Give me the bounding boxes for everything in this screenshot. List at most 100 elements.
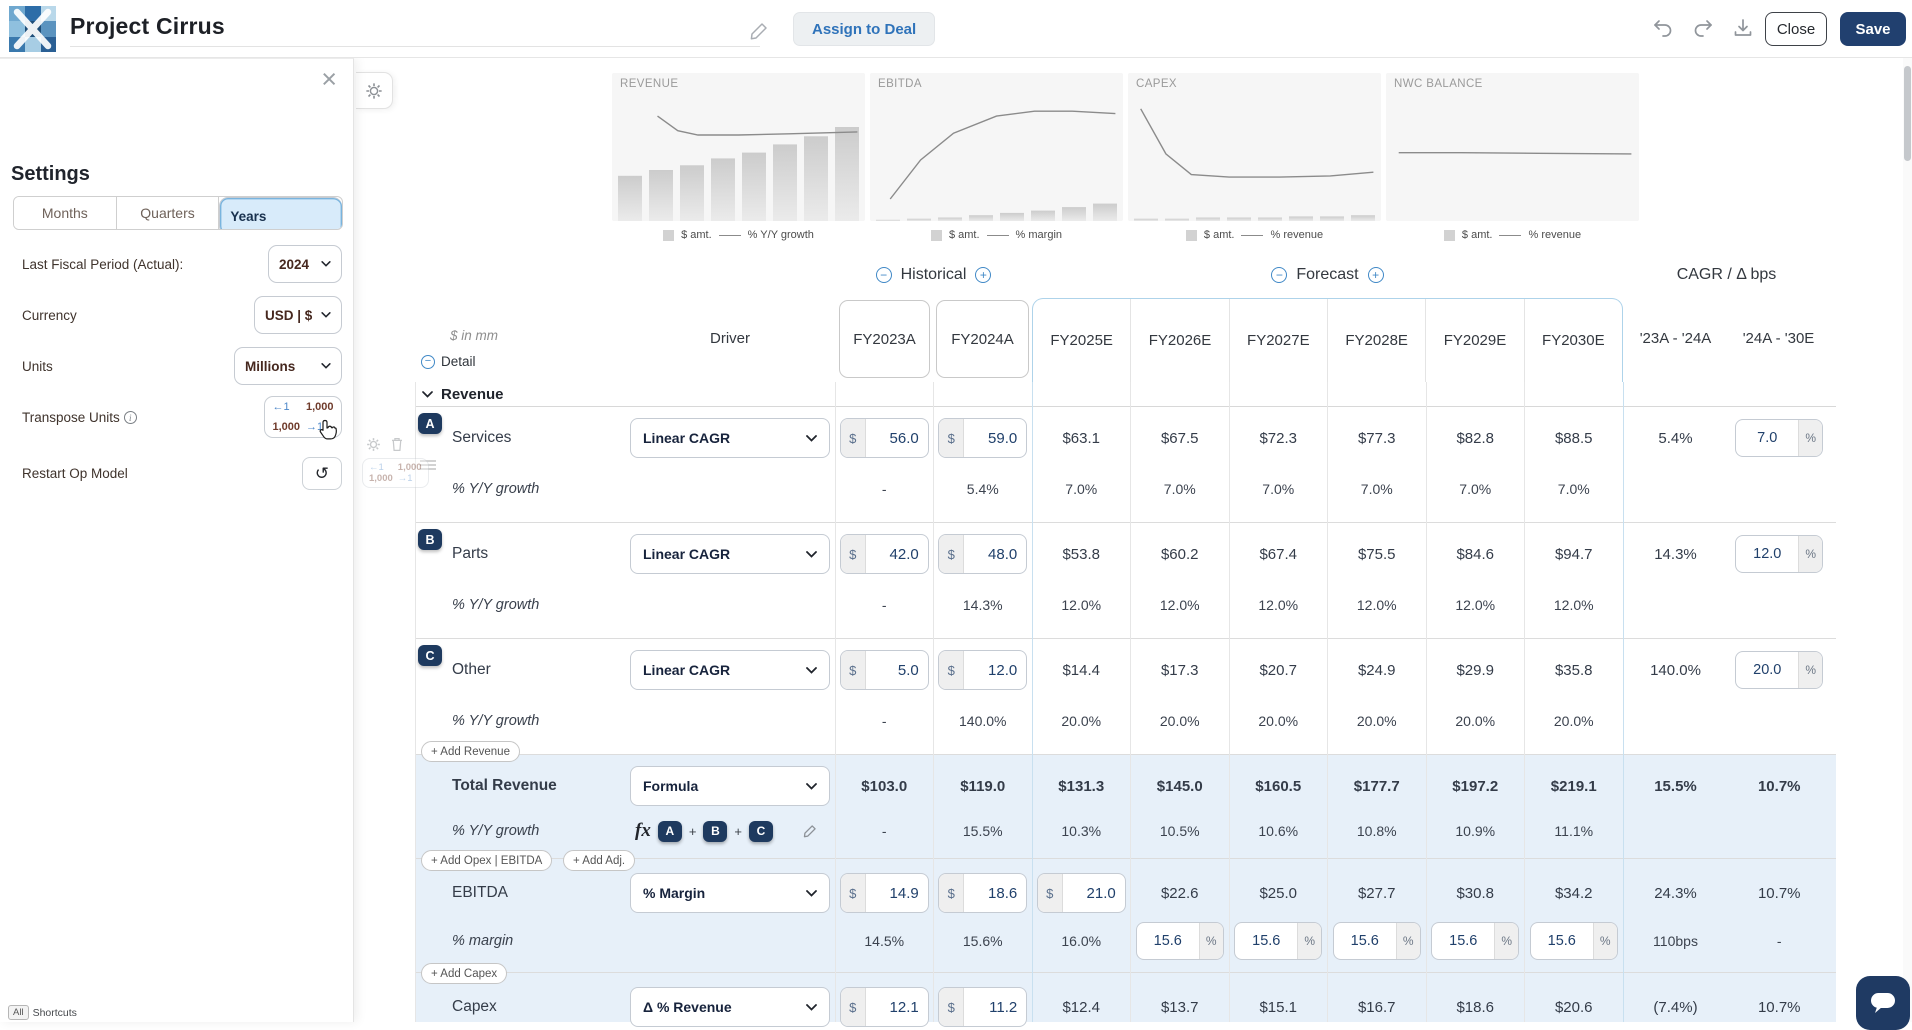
- col-fy2025e[interactable]: FY2025E: [1050, 332, 1113, 349]
- tab-quarters[interactable]: Quarters: [116, 197, 220, 229]
- collapse-historical-icon[interactable]: −: [875, 267, 892, 283]
- historical-value-input[interactable]: $12.1: [839, 987, 929, 1027]
- save-button[interactable]: Save: [1840, 12, 1906, 46]
- col-fy2023a[interactable]: FY2023A: [839, 300, 930, 378]
- formula-editor[interactable]: fx A + B + C: [625, 820, 835, 842]
- cagr-rate-input[interactable]: 12.0%: [1735, 535, 1824, 573]
- growth-label: % Y/Y growth: [452, 481, 540, 497]
- margin-rate-input[interactable]: 15.6%: [1229, 919, 1328, 963]
- margin-rate-input[interactable]: 15.6%: [1131, 919, 1230, 963]
- undo-icon[interactable]: [1650, 15, 1676, 41]
- driver-select[interactable]: Δ % Revenue: [630, 987, 830, 1027]
- close-panel-icon[interactable]: ×: [321, 64, 337, 94]
- margin-rate-input[interactable]: 15.6%: [1525, 919, 1624, 963]
- revenue-section-header[interactable]: Revenue: [415, 382, 1836, 407]
- historical-value-input[interactable]: $59.0: [938, 418, 1028, 458]
- margin-rate-input[interactable]: 15.6%: [1332, 922, 1421, 960]
- tab-months[interactable]: Months: [14, 197, 117, 229]
- cagr-rate-input[interactable]: 7.0%: [1735, 419, 1824, 457]
- expand-forecast-icon[interactable]: +: [1367, 267, 1384, 283]
- detail-toggle[interactable]: − Detail: [421, 354, 476, 369]
- col-fy2024a[interactable]: FY2024A: [936, 300, 1029, 378]
- col-fy2030e[interactable]: FY2030E: [1523, 299, 1622, 382]
- driver-select[interactable]: Linear CAGR: [630, 650, 830, 690]
- margin-rate-input[interactable]: 15.6%: [1426, 919, 1525, 963]
- growth-value: 7.0%: [1065, 481, 1098, 497]
- driver-select[interactable]: Linear CAGR: [630, 534, 830, 574]
- collapse-detail-icon[interactable]: −: [421, 354, 435, 369]
- growth-value: 12.0%: [1061, 597, 1102, 613]
- add-adj-button[interactable]: + Add Adj.: [563, 850, 636, 871]
- driver-select[interactable]: Formula: [630, 766, 830, 806]
- col-fy2029e[interactable]: FY2029E: [1425, 299, 1523, 382]
- driver-select[interactable]: Linear CAGR: [630, 418, 830, 458]
- edit-title-pencil-icon[interactable]: [748, 20, 770, 42]
- add-capex-button[interactable]: + Add Capex: [421, 963, 508, 984]
- title-underline: [70, 46, 760, 47]
- margin-rate-input[interactable]: 15.6%: [1135, 922, 1224, 960]
- restart-op-model-button[interactable]: ↺: [302, 457, 342, 490]
- historical-value-input[interactable]: $14.9: [839, 873, 929, 913]
- forecast-value: $77.3: [1357, 429, 1396, 447]
- assign-to-deal-button[interactable]: Assign to Deal: [793, 12, 936, 46]
- cagr-rate-input[interactable]: 20.0%: [1735, 651, 1824, 689]
- driver-select[interactable]: % Margin: [630, 873, 830, 913]
- shortcuts-hint[interactable]: All Shortcuts: [8, 1005, 77, 1020]
- dollar-prefix: $: [1037, 874, 1063, 912]
- margin-rate-input[interactable]: 15.6%: [1431, 922, 1520, 960]
- bar-swatch: [663, 229, 675, 241]
- last-fiscal-select[interactable]: 2024: [268, 245, 342, 283]
- row-badge-b: B: [418, 529, 442, 550]
- margin-rate-input[interactable]: 15.6%: [1328, 919, 1427, 963]
- forecast-value: $20.7: [1259, 661, 1298, 679]
- formula-badge-c[interactable]: C: [749, 820, 774, 842]
- collapse-forecast-icon[interactable]: −: [1271, 267, 1288, 283]
- chevron-down-icon: [806, 666, 817, 674]
- nwc-chart: NWC BALANCE: [1386, 73, 1639, 221]
- cagr-value: 110bps: [1653, 933, 1698, 949]
- formula-badge-b[interactable]: B: [703, 820, 728, 842]
- growth-value: -: [881, 713, 887, 729]
- add-revenue-button[interactable]: + Add Revenue: [421, 741, 520, 762]
- vertical-scrollbar[interactable]: [1903, 58, 1912, 1022]
- settings-gear-toggle[interactable]: [356, 72, 393, 109]
- formula-badge-a[interactable]: A: [657, 820, 682, 842]
- forecast-value-input[interactable]: $21.0: [1036, 873, 1126, 913]
- historical-value-input[interactable]: $5.0: [839, 650, 929, 690]
- chat-button[interactable]: [1856, 976, 1910, 1030]
- dollar-prefix: $: [840, 988, 866, 1026]
- edit-formula-pencil-icon[interactable]: [802, 823, 818, 839]
- col-cagr-23a-24a: '23A - '24A: [1639, 330, 1712, 347]
- line-item-name: EBITDA: [452, 884, 508, 901]
- historical-value-input[interactable]: $11.2: [938, 987, 1028, 1027]
- growth-value: 10.5%: [1159, 823, 1200, 839]
- line-item-name: Parts: [452, 545, 489, 562]
- historical-value-input[interactable]: $48.0: [938, 534, 1028, 574]
- margin-rate-input[interactable]: 15.6%: [1234, 922, 1323, 960]
- collapsed-toolbar-faded: ←1 1,000 1,000 →1: [362, 437, 429, 488]
- expand-historical-icon[interactable]: +: [975, 267, 992, 283]
- add-opex-ebitda-button[interactable]: + Add Opex | EBITDA: [421, 850, 553, 871]
- historical-value-input[interactable]: $12.0: [938, 650, 1028, 690]
- historical-value-input[interactable]: $18.6: [938, 873, 1028, 913]
- forecast-value: $12.4: [1062, 998, 1101, 1016]
- row-capex: Capex Δ % Revenue $12.1 $11.2 $12.4 $13.7…: [415, 973, 1836, 1027]
- col-fy2026e[interactable]: FY2026E: [1130, 299, 1228, 382]
- growth-value: 10.3%: [1061, 823, 1102, 839]
- capex-legend: $ amt. % revenue: [1128, 229, 1381, 241]
- tab-years[interactable]: Years: [219, 197, 342, 229]
- download-icon[interactable]: [1730, 15, 1756, 41]
- shortcuts-label: Shortcuts: [32, 1006, 77, 1019]
- close-button[interactable]: Close: [1765, 12, 1827, 46]
- redo-icon[interactable]: [1690, 15, 1716, 41]
- margin-rate-input[interactable]: 15.6%: [1529, 922, 1618, 960]
- units-select[interactable]: Millions: [234, 347, 342, 385]
- line-item-name: Other: [452, 661, 491, 678]
- scrollbar-thumb[interactable]: [1904, 66, 1911, 161]
- col-fy2027e[interactable]: FY2027E: [1228, 299, 1327, 382]
- currency-select[interactable]: USD | $: [254, 296, 342, 334]
- historical-value-input[interactable]: $56.0: [839, 418, 929, 458]
- col-fy2028e[interactable]: FY2028E: [1326, 299, 1425, 382]
- dollar-prefix: $: [840, 874, 866, 912]
- historical-value-input[interactable]: $42.0: [839, 534, 929, 574]
